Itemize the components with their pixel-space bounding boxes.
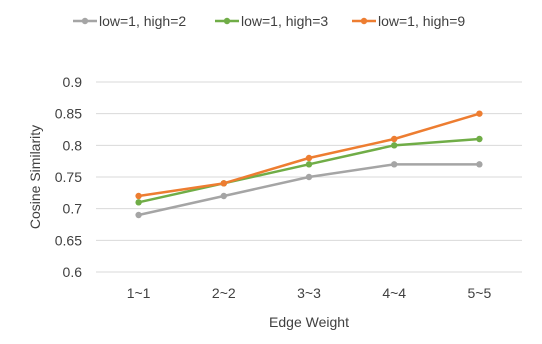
data-point bbox=[135, 211, 142, 219]
data-point bbox=[305, 173, 313, 181]
legend-label: low=1, high=3 bbox=[241, 13, 328, 29]
legend-item: low=1, high=9 bbox=[352, 13, 465, 29]
data-point bbox=[476, 135, 483, 143]
data-point bbox=[220, 180, 227, 187]
x-axis-title: Edge Weight bbox=[269, 314, 349, 330]
legend-point-marker bbox=[360, 17, 368, 25]
data-point bbox=[305, 154, 313, 162]
data-point bbox=[135, 192, 142, 200]
data-point bbox=[305, 161, 313, 168]
y-tick-label: 0.85 bbox=[55, 106, 82, 122]
x-tick-label: 3~3 bbox=[297, 285, 321, 301]
legend-item: low=1, high=2 bbox=[73, 13, 186, 29]
legend-label: low=1, high=2 bbox=[99, 13, 186, 29]
x-tick-label: 5~5 bbox=[468, 285, 492, 301]
legend-point-marker bbox=[223, 17, 231, 25]
series-group bbox=[135, 110, 483, 219]
y-tick-labels: 0.6 0.65 0.7 0.75 0.8 0.85 0.9 bbox=[55, 74, 82, 280]
x-tick-label: 4~4 bbox=[382, 285, 406, 301]
series-3 bbox=[135, 110, 483, 200]
legend-label: low=1, high=9 bbox=[378, 13, 465, 29]
y-tick-label: 0.65 bbox=[55, 232, 82, 248]
data-point bbox=[476, 110, 483, 117]
y-tick-label: 0.75 bbox=[55, 169, 82, 185]
data-point bbox=[391, 135, 398, 143]
y-axis-title: Cosine Similarity bbox=[27, 125, 43, 229]
y-tick-label: 0.7 bbox=[63, 201, 83, 217]
y-tick-label: 0.6 bbox=[63, 264, 83, 280]
data-point bbox=[391, 161, 398, 168]
data-point bbox=[476, 161, 483, 168]
series-2 bbox=[135, 135, 483, 206]
x-tick-label: 1~1 bbox=[127, 285, 151, 301]
data-point bbox=[391, 142, 398, 149]
y-tick-label: 0.8 bbox=[63, 137, 83, 153]
y-tick-label: 0.9 bbox=[63, 74, 83, 90]
data-point bbox=[135, 199, 142, 206]
series-1 bbox=[135, 161, 483, 219]
legend-point-marker bbox=[81, 17, 89, 25]
data-point bbox=[220, 192, 227, 200]
x-tick-labels: 1~1 2~2 3~3 4~4 5~5 bbox=[127, 285, 492, 301]
x-tick-label: 2~2 bbox=[212, 285, 236, 301]
series-line bbox=[138, 137, 480, 204]
legend-item: low=1, high=3 bbox=[215, 13, 328, 29]
legend: low=1, high=2 low=1, high=3 low=1, high=9 bbox=[73, 13, 465, 29]
